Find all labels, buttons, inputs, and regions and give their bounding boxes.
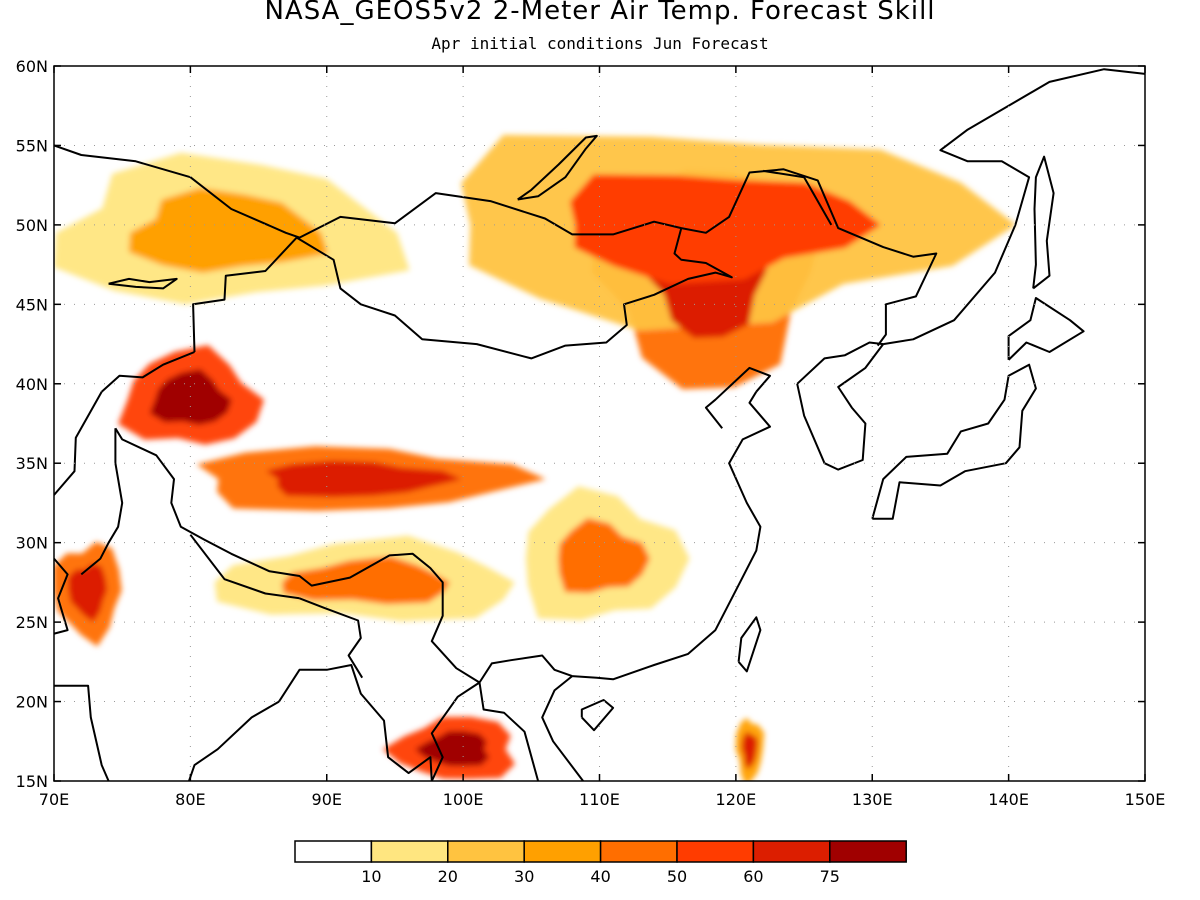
- colorbar-swatch: [523, 840, 602, 863]
- colorbar-swatch: [752, 840, 831, 863]
- lat-tick-label: 50N: [16, 216, 48, 235]
- lat-tick-label: 45N: [16, 295, 48, 314]
- nk-china-border: [796, 341, 884, 385]
- lat-tick-label: 35N: [16, 454, 48, 473]
- russia-border: [54, 144, 938, 347]
- lat-tick-label: 15N: [16, 772, 48, 791]
- colorbar-label: 75: [820, 867, 840, 886]
- korea-coast: [796, 343, 885, 471]
- colorbar-swatch: [829, 840, 907, 863]
- south-china-border: [114, 427, 573, 684]
- coastlines-and-borders: [54, 68, 1145, 781]
- colorbar-label: 50: [667, 867, 687, 886]
- bangladesh-border: [299, 597, 364, 679]
- lon-tick-label: 150E: [1125, 790, 1166, 809]
- colorbar-swatch: [676, 840, 755, 863]
- longitude-labels: 70E 80E 90E 100E 110E 120E 130E 140E 150E: [39, 790, 1166, 809]
- lat-tick-label: 55N: [16, 136, 48, 155]
- axis-ticks: [53, 65, 1146, 782]
- kyrgyz-border: [101, 351, 195, 393]
- lon-tick-label: 130E: [852, 790, 893, 809]
- kazakh-border: [192, 236, 298, 353]
- afghan-border: [54, 391, 103, 496]
- nepal-border: [189, 534, 300, 600]
- lat-tick-label: 25N: [16, 613, 48, 632]
- india-east-coast: [188, 700, 280, 781]
- latitude-labels: 15N 20N 25N 30N 35N 40N 45N 50N 55N 60N: [16, 57, 48, 791]
- hainan: [580, 699, 615, 732]
- lon-tick-label: 120E: [716, 790, 757, 809]
- colorbar-label: 30: [514, 867, 534, 886]
- china-coast: [572, 391, 771, 681]
- colorbar-swatch: [599, 840, 678, 863]
- lat-tick-label: 30N: [16, 534, 48, 553]
- map-title: NASA_GEOS5v2 2-Meter Air Temp. Forecast …: [264, 0, 936, 26]
- baikal: [517, 134, 598, 201]
- heilongjiang-border: [762, 169, 833, 226]
- colorbar-swatch: [370, 840, 449, 863]
- colorbar-label: 10: [361, 867, 381, 886]
- pakistan-border: [54, 557, 69, 635]
- skill-region: [741, 731, 758, 770]
- lon-tick-label: 90E: [312, 790, 342, 809]
- skill-contour-fills: [54, 134, 1016, 781]
- lat-tick-label: 40N: [16, 375, 48, 394]
- far-east-coast: [883, 68, 1145, 346]
- thai-laos-border: [430, 681, 540, 781]
- skill-region: [128, 188, 329, 273]
- skill-region: [415, 731, 490, 766]
- india-west-coast: [54, 684, 110, 781]
- bohai-coast: [704, 366, 771, 429]
- vietnam-coast: [541, 675, 584, 781]
- colorbar-labels: 10 20 30 40 50 60 75: [361, 867, 840, 886]
- colorbar: [294, 840, 907, 863]
- lon-tick-label: 100E: [443, 790, 484, 809]
- colorbar-label: 60: [743, 867, 763, 886]
- map-subtitle: Apr initial conditions Jun Forecast: [431, 34, 769, 53]
- lat-tick-label: 20N: [16, 693, 48, 712]
- skill-region: [570, 174, 881, 285]
- mongolia-border: [296, 227, 733, 360]
- bengal-coast: [278, 664, 433, 781]
- colorbar-swatch: [294, 840, 373, 863]
- skill-region: [68, 563, 107, 622]
- colorbar-label: 40: [590, 867, 610, 886]
- balkhash: [108, 277, 178, 290]
- japan-honshu: [871, 363, 1037, 520]
- kashmir-border: [80, 428, 124, 576]
- lat-tick-label: 60N: [16, 57, 48, 76]
- skill-region: [282, 556, 450, 605]
- lon-tick-label: 140E: [988, 790, 1029, 809]
- colorbar-swatch: [447, 840, 525, 863]
- sakhalin: [1032, 155, 1055, 290]
- skill-region: [265, 460, 462, 497]
- lon-tick-label: 70E: [39, 790, 69, 809]
- lon-tick-label: 80E: [175, 790, 205, 809]
- lon-tick-label: 110E: [579, 790, 620, 809]
- japan-hokkaido: [1007, 297, 1085, 361]
- colorbar-label: 20: [438, 867, 458, 886]
- taiwan: [737, 616, 762, 673]
- skill-region: [558, 518, 650, 593]
